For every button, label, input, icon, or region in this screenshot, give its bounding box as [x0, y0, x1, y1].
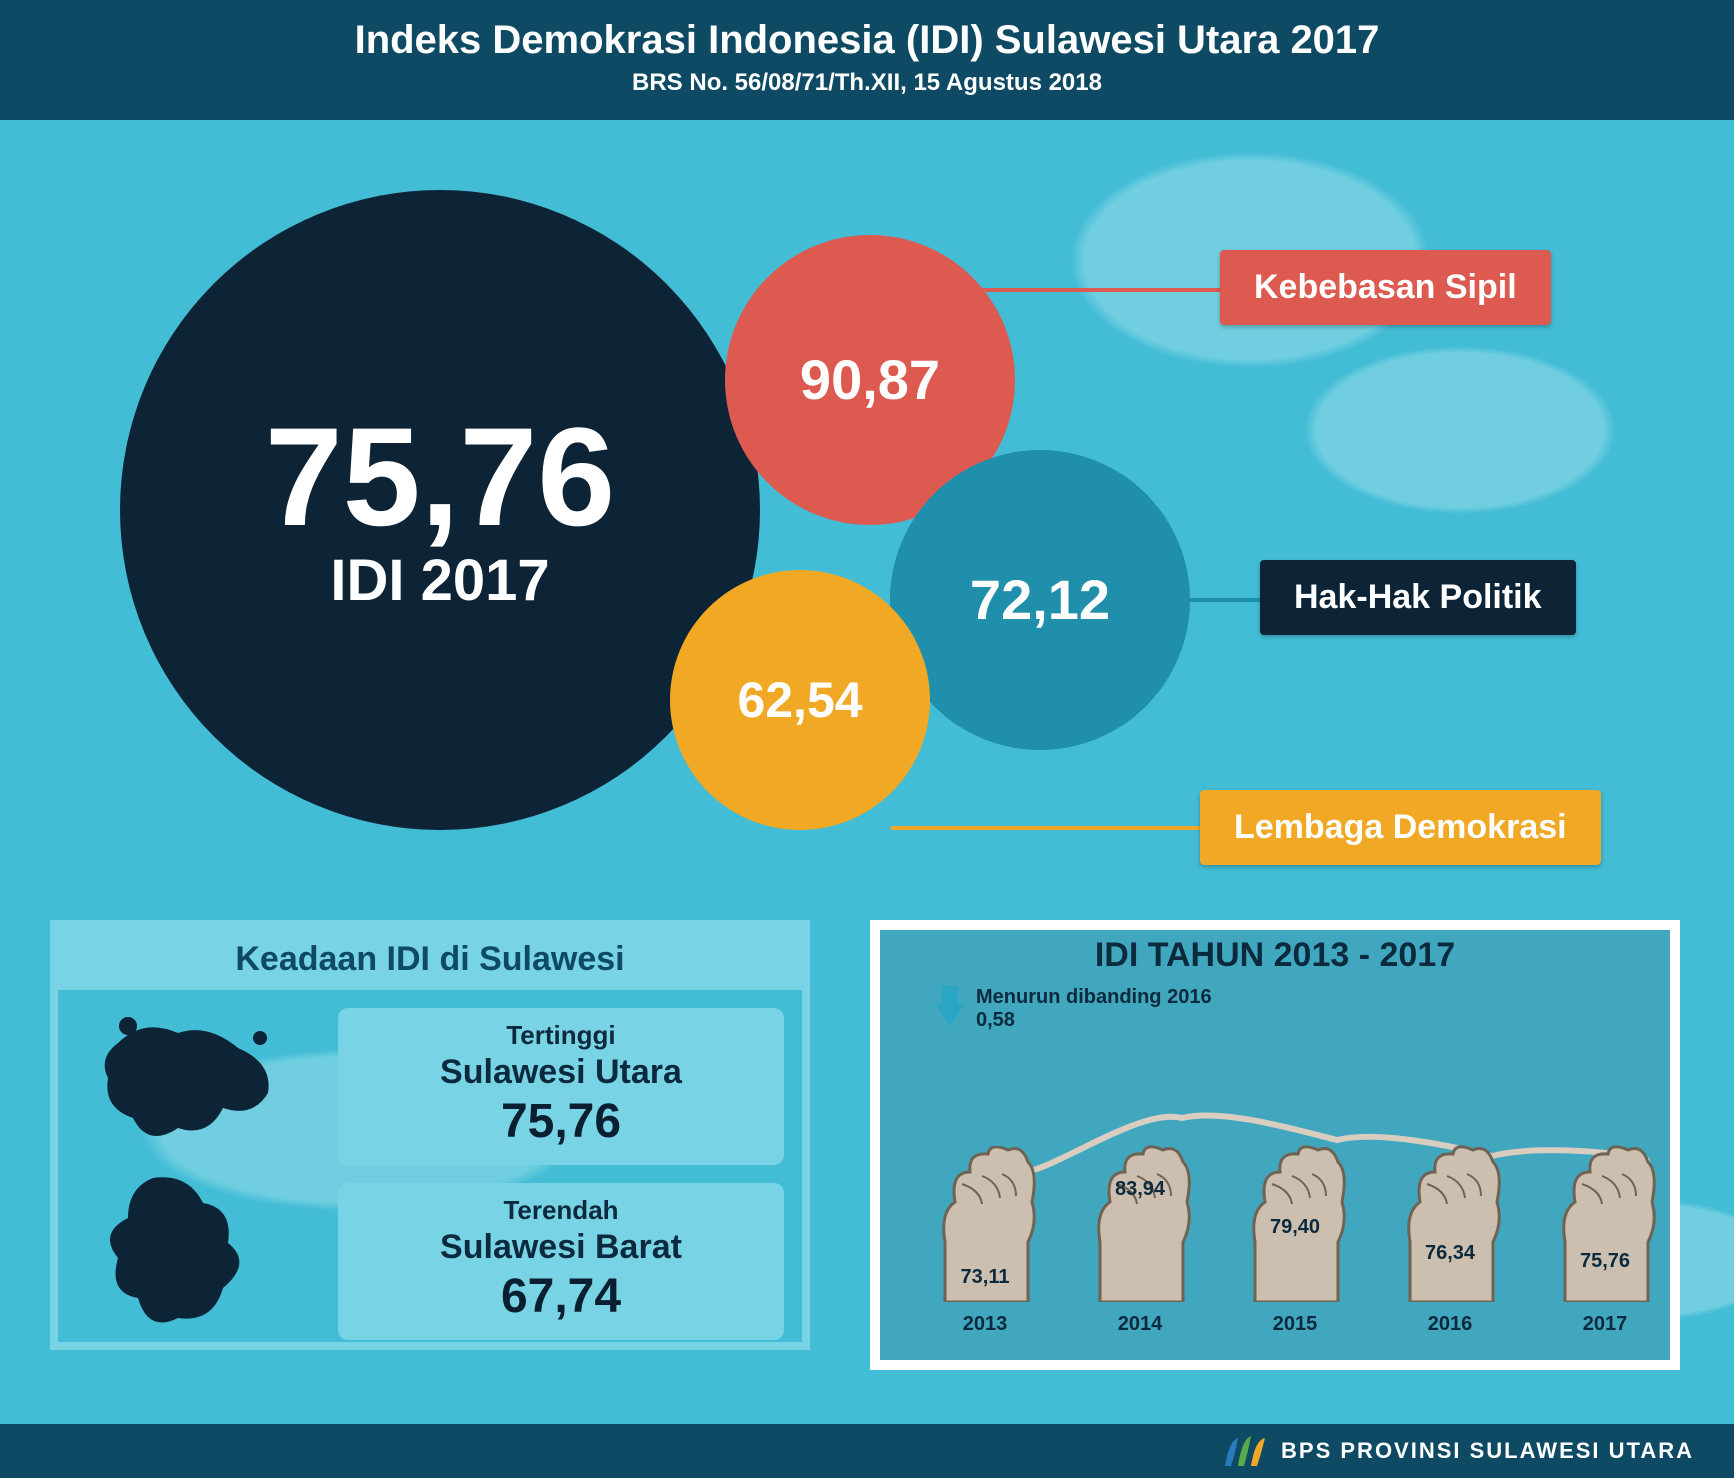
hak-politik-connector	[1145, 598, 1260, 602]
lembaga-demokrasi-connector	[891, 826, 1200, 830]
idi-trend-fist-2017: 75,762017	[1530, 1134, 1680, 1302]
idi-trend-year-2013: 2013	[910, 1313, 1060, 1336]
tertinggi-value: 75,76	[338, 1094, 784, 1149]
idi-trend-value-2014: 83,94	[1065, 1178, 1215, 1201]
idi-trend-value-2017: 75,76	[1530, 1250, 1680, 1273]
tertinggi-region: Sulawesi Utara	[338, 1053, 784, 1092]
idi-main-circle: 75,76 IDI 2017	[120, 190, 760, 830]
idi-trend-chart-area: 73,11201383,94201479,40201576,34201675,7…	[900, 1050, 1650, 1342]
header-subtitle: BRS No. 56/08/71/Th.XII, 15 Agustus 2018	[0, 69, 1734, 97]
idi-trend-value-2015: 79,40	[1220, 1216, 1370, 1239]
footer-org-label: BPS PROVINSI SULAWESI UTARA	[1281, 1438, 1694, 1464]
idi-trend-fist-2013: 73,112013	[910, 1146, 1060, 1302]
header-title: Indeks Demokrasi Indonesia (IDI) Sulawes…	[0, 18, 1734, 63]
tertinggi-label: Tertinggi	[338, 1020, 784, 1051]
idi-main-value: 75,76	[265, 407, 615, 547]
terendah-label: Terendah	[338, 1195, 784, 1226]
hak-politik-tag: Hak-Hak Politik	[1260, 560, 1576, 635]
idi-trend-fist-row: 73,11201383,94201479,40201576,34201675,7…	[900, 1062, 1650, 1302]
hak-politik-value: 72,12	[970, 572, 1110, 628]
idi-trend-note: Menurun dibanding 2016 0,58	[976, 986, 1212, 1032]
idi-trend-chart: IDI TAHUN 2013 - 2017 Menurun dibanding …	[870, 920, 1680, 1370]
keadaan-sulawesi-panel: Keadaan IDI di Sulawesi Tertinggi Sulawe…	[50, 920, 810, 1350]
sulawesi-utara-silhouette-icon	[88, 1008, 288, 1158]
idi-trend-year-2015: 2015	[1220, 1313, 1370, 1336]
tertinggi-box: Tertinggi Sulawesi Utara 75,76	[338, 1008, 784, 1165]
hak-politik-tag-label: Hak-Hak Politik	[1294, 578, 1542, 617]
down-arrow-icon	[936, 986, 964, 1026]
lembaga-demokrasi-tag: Lembaga Demokrasi	[1200, 790, 1601, 865]
lembaga-demokrasi-circle: 62,54	[670, 570, 930, 830]
idi-trend-chart-title: IDI TAHUN 2013 - 2017	[880, 936, 1670, 975]
idi-trend-year-2017: 2017	[1530, 1313, 1680, 1336]
bps-logo-icon	[1225, 1436, 1265, 1466]
terendah-box: Terendah Sulawesi Barat 67,74	[338, 1183, 784, 1340]
footer-bar: BPS PROVINSI SULAWESI UTARA	[0, 1424, 1734, 1478]
sulawesi-barat-silhouette-icon	[93, 1168, 273, 1338]
idi-main-label: IDI 2017	[330, 547, 549, 614]
idi-trend-note-line2: 0,58	[976, 1009, 1212, 1032]
idi-trend-fist-2016: 76,342016	[1375, 1130, 1525, 1302]
idi-trend-fist-2015: 79,402015	[1220, 1114, 1370, 1302]
idi-trend-year-2014: 2014	[1065, 1313, 1215, 1336]
keadaan-sulawesi-title: Keadaan IDI di Sulawesi	[58, 928, 802, 990]
kebebasan-sipil-connector	[972, 288, 1221, 292]
idi-trend-value-2013: 73,11	[910, 1266, 1060, 1289]
idi-trend-note-line1: Menurun dibanding 2016	[976, 986, 1212, 1009]
idi-trend-value-2016: 76,34	[1375, 1242, 1525, 1265]
header-bar: Indeks Demokrasi Indonesia (IDI) Sulawes…	[0, 0, 1734, 120]
terendah-region: Sulawesi Barat	[338, 1228, 784, 1267]
idi-trend-fist-2014: 83,942014	[1065, 1092, 1215, 1302]
lembaga-demokrasi-value: 62,54	[737, 675, 862, 725]
idi-trend-year-2016: 2016	[1375, 1313, 1525, 1336]
kebebasan-sipil-value: 90,87	[800, 352, 940, 408]
lembaga-demokrasi-tag-label: Lembaga Demokrasi	[1234, 808, 1567, 847]
kebebasan-sipil-tag: Kebebasan Sipil	[1220, 250, 1551, 325]
terendah-value: 67,74	[338, 1269, 784, 1324]
kebebasan-sipil-tag-label: Kebebasan Sipil	[1254, 268, 1517, 307]
